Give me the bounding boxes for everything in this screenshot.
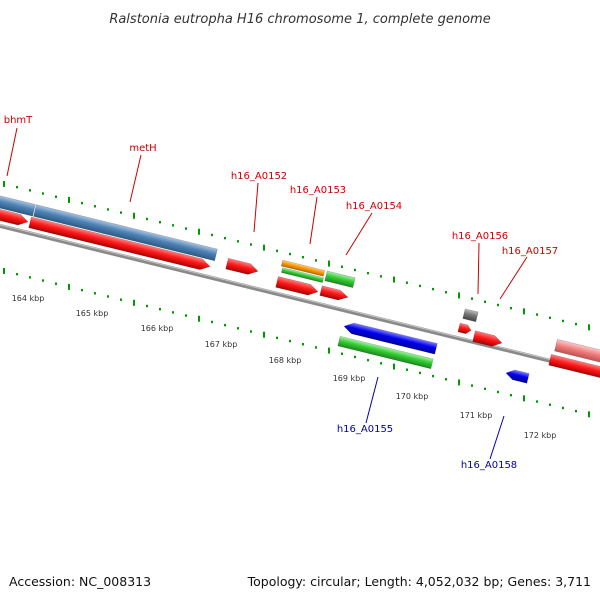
gene-metH-block[interactable] — [33, 204, 218, 262]
scale-label: 171 kbp — [460, 411, 493, 420]
cds-h16_A0155[interactable] — [343, 321, 438, 355]
scale-label: 166 kbp — [141, 324, 174, 333]
accession-text: Accession: NC_008313 — [9, 574, 151, 589]
gene-h16_A0153-label[interactable]: h16_A0153 — [290, 185, 346, 196]
cds-h16_A0159[interactable] — [548, 354, 600, 382]
scale-label: 168 kbp — [269, 356, 302, 365]
gene-h16_A0153-block[interactable] — [280, 259, 326, 277]
gene-metH-leader — [129, 154, 142, 203]
gene-h16_A0155-label[interactable]: h16_A0155 — [337, 424, 393, 435]
cds-metH[interactable] — [28, 216, 212, 272]
gene-h16_A0153-leader — [309, 196, 318, 245]
gene-bhmT-block[interactable] — [0, 190, 36, 217]
gene-h16_A0155-block[interactable] — [337, 335, 434, 370]
gene-h16_A0158-leader — [489, 415, 505, 460]
gene-h16_A0154-label[interactable]: h16_A0154 — [346, 201, 402, 212]
gene-h16_A0152-label[interactable]: h16_A0152 — [231, 171, 287, 182]
gene-metH-label[interactable]: metH — [129, 143, 156, 154]
cds-h16_A0156[interactable] — [457, 322, 472, 335]
gene-bhmT-leader — [6, 127, 18, 177]
gene-h16_A0154-block[interactable] — [324, 270, 356, 288]
gene-bhmT-label[interactable]: bhmT — [4, 115, 33, 126]
scale-label: 167 kbp — [205, 340, 238, 349]
cds-h16_A0152[interactable] — [225, 257, 260, 276]
gene-h16_A0156-leader — [477, 242, 480, 295]
gene-h16_A0156-block[interactable] — [462, 308, 479, 323]
scale-label: 170 kbp — [396, 392, 429, 401]
cds-h16_A0158[interactable] — [505, 368, 530, 384]
cds-h16_A0157[interactable] — [472, 330, 504, 349]
gene-h16_A0155-leader — [365, 376, 379, 424]
map-title: Ralstonia eutropha H16 chromosome 1, com… — [109, 12, 490, 27]
scale-label: 172 kbp — [524, 431, 557, 440]
cds-h16_A0154[interactable] — [319, 285, 349, 302]
scale-label: 164 kbp — [12, 294, 45, 303]
cds-bhmT[interactable] — [0, 204, 29, 227]
cds-h16_A0153[interactable] — [275, 276, 320, 298]
scale-label: 165 kbp — [76, 309, 109, 318]
gene-h16_A0156-label[interactable]: h16_A0156 — [452, 231, 508, 242]
gene-h16_A0157-leader — [499, 256, 528, 300]
scale-label: 169 kbp — [333, 374, 366, 383]
gene-h16_A0154-leader — [345, 212, 373, 256]
chromosome-backbone — [0, 224, 600, 375]
gene-h16_A0157-label[interactable]: h16_A0157 — [502, 246, 558, 257]
gene-h16_A0153-stripe[interactable] — [281, 267, 324, 283]
gene-h16_A0158-label[interactable]: h16_A0158 — [461, 460, 517, 471]
gene-h16_A0159-block[interactable] — [554, 339, 600, 368]
chromosome-backbone-highlight — [0, 224, 600, 373]
genome-summary-text: Topology: circular; Length: 4,052,032 bp… — [247, 574, 591, 589]
gene-h16_A0152-leader — [253, 182, 259, 233]
